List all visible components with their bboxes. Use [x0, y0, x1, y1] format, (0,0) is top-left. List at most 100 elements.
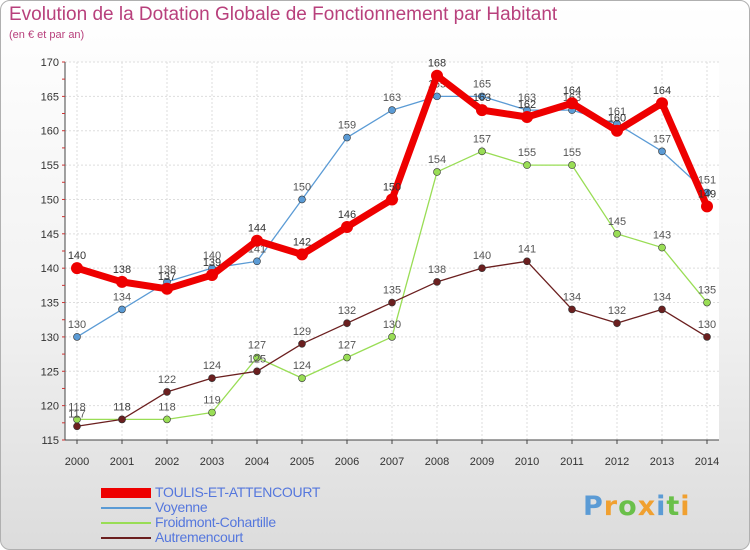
y-tick-label: 130: [41, 332, 59, 344]
data-label-autremencourt: 129: [293, 326, 311, 338]
data-label-autremencourt: 134: [653, 291, 671, 303]
data-label-toulis-et-attencourt: 162: [518, 99, 536, 111]
data-label-toulis-et-attencourt: 139: [203, 257, 221, 269]
data-point-autremencourt: [523, 257, 531, 266]
data-label-toulis-et-attencourt: 163: [473, 92, 491, 104]
data-label-froidmont-cohartille: 130: [383, 319, 401, 331]
data-label-autremencourt: 132: [608, 305, 626, 317]
data-point-autremencourt: [253, 367, 261, 376]
data-label-autremencourt: 132: [338, 305, 356, 317]
logo-letter: i: [680, 491, 691, 522]
data-label-froidmont-cohartille: 155: [518, 147, 536, 159]
data-point-autremencourt: [613, 319, 621, 327]
data-point-froidmont-cohartille: [568, 161, 576, 169]
data-label-toulis-et-attencourt: 164: [653, 85, 671, 97]
y-tick-label: 115: [41, 435, 59, 447]
data-label-voyenne: 140: [203, 250, 221, 262]
data-label-voyenne: 165: [473, 78, 491, 90]
data-point-autremencourt: [433, 278, 441, 286]
data-label-toulis-et-attencourt: 140: [68, 250, 86, 262]
data-point-toulis-et-attencourt: [701, 200, 713, 213]
data-point-froidmont-cohartille: [613, 230, 621, 238]
data-label-voyenne: 159: [338, 120, 356, 132]
data-point-toulis-et-attencourt: [116, 275, 128, 288]
data-label-voyenne: 138: [158, 264, 176, 276]
data-label-toulis-et-attencourt: 146: [338, 209, 356, 221]
data-point-froidmont-cohartille: [208, 408, 216, 417]
data-point-voyenne: [433, 92, 441, 101]
data-label-froidmont-cohartille: 155: [563, 147, 581, 159]
data-label-voyenne: 150: [293, 181, 311, 193]
data-label-autremencourt: 130: [698, 319, 716, 331]
data-point-voyenne: [388, 106, 396, 114]
data-point-froidmont-cohartille: [703, 298, 711, 307]
data-label-toulis-et-attencourt: 138: [113, 264, 131, 276]
data-point-toulis-et-attencourt: [251, 234, 263, 247]
data-label-voyenne: 157: [653, 133, 671, 145]
data-label-toulis-et-attencourt: 142: [293, 236, 311, 248]
data-point-toulis-et-attencourt: [476, 104, 488, 117]
y-tick-label: 160: [41, 126, 59, 138]
data-label-voyenne: 134: [113, 291, 131, 303]
data-point-voyenne: [343, 133, 351, 142]
logo-letter: P: [583, 491, 604, 522]
x-tick-label: 2014: [695, 456, 719, 468]
data-point-autremencourt: [118, 415, 126, 424]
x-tick-label: 2007: [380, 456, 404, 468]
data-label-froidmont-cohartille: 154: [428, 154, 446, 166]
data-point-voyenne: [73, 333, 81, 341]
data-point-autremencourt: [208, 374, 216, 382]
data-label-voyenne: 151: [698, 175, 716, 187]
data-point-toulis-et-attencourt: [71, 262, 83, 275]
data-point-voyenne: [298, 195, 306, 204]
data-label-froidmont-cohartille: 145: [608, 216, 626, 228]
data-point-autremencourt: [703, 333, 711, 341]
x-tick-label: 2010: [515, 456, 539, 468]
x-tick-label: 2005: [290, 456, 314, 468]
data-label-voyenne: 163: [518, 92, 536, 104]
legend-swatch: [101, 506, 151, 509]
data-point-autremencourt: [658, 305, 666, 314]
x-tick-label: 2006: [335, 456, 359, 468]
x-tick-label: 2008: [425, 456, 449, 468]
x-tick-label: 2002: [155, 456, 179, 468]
legend-swatch: [101, 521, 151, 524]
y-tick-label: 150: [41, 194, 59, 206]
logo-letter: r: [603, 491, 619, 522]
y-tick-label: 125: [41, 366, 59, 378]
data-point-autremencourt: [568, 305, 576, 314]
data-point-froidmont-cohartille: [523, 161, 531, 169]
data-point-voyenne: [253, 257, 261, 266]
chart-subtitle: (en € et par an): [9, 29, 85, 41]
y-tick-label: 140: [41, 263, 59, 275]
data-point-toulis-et-attencourt: [341, 220, 353, 233]
data-point-froidmont-cohartille: [433, 168, 441, 176]
data-label-autremencourt: 135: [383, 285, 401, 297]
data-label-froidmont-cohartille: 127: [338, 340, 356, 352]
data-point-autremencourt: [73, 422, 81, 431]
legend-label: Froidmont-Cohartille: [155, 514, 276, 530]
data-point-froidmont-cohartille: [253, 353, 261, 362]
data-point-toulis-et-attencourt: [611, 124, 623, 137]
data-point-autremencourt: [478, 264, 486, 272]
y-tick-label: 155: [41, 160, 59, 172]
logo-letter: i: [656, 491, 667, 522]
data-point-froidmont-cohartille: [388, 333, 396, 341]
logo-letter: x: [637, 491, 657, 522]
y-tick-label: 170: [41, 57, 59, 69]
data-label-autremencourt: 122: [158, 374, 176, 386]
x-tick-label: 2011: [560, 456, 584, 468]
data-label-froidmont-cohartille: 118: [113, 401, 131, 413]
data-label-toulis-et-attencourt: 150: [383, 181, 401, 193]
data-label-froidmont-cohartille: 157: [473, 133, 491, 145]
data-label-autremencourt: 124: [203, 360, 221, 372]
data-label-toulis-et-attencourt: 149: [698, 188, 716, 200]
data-point-voyenne: [478, 92, 486, 101]
data-point-froidmont-cohartille: [478, 147, 486, 156]
data-label-autremencourt: 118: [113, 401, 131, 413]
data-label-voyenne: 163: [383, 92, 401, 104]
data-point-autremencourt: [298, 339, 306, 348]
proxiti-logo: Proxiti: [583, 491, 691, 522]
data-label-voyenne: 161: [608, 106, 626, 118]
